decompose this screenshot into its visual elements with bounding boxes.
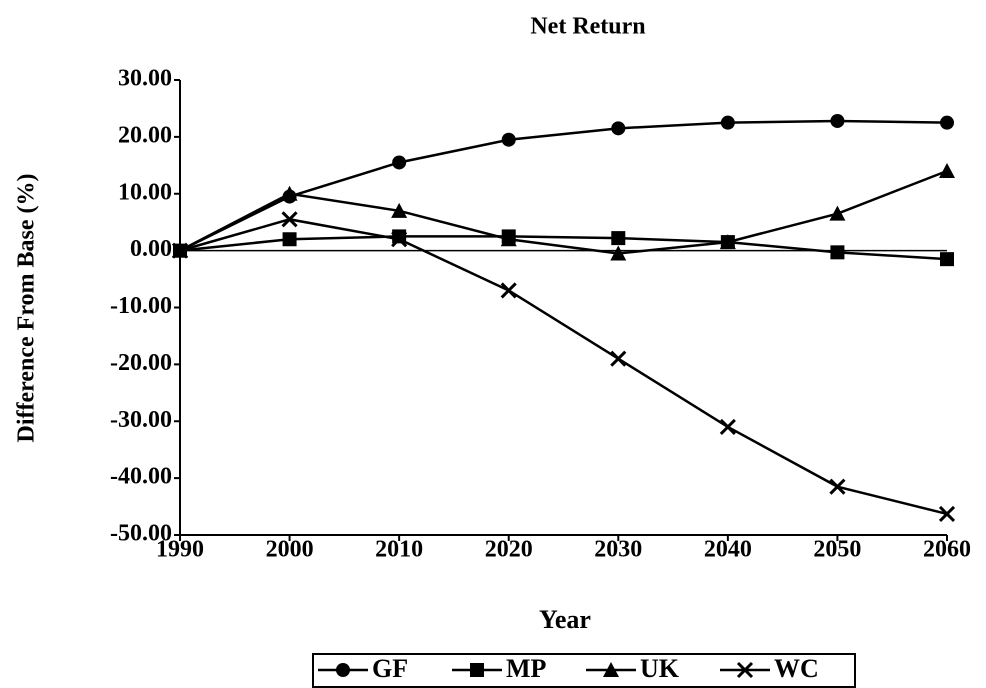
series-line: [179, 169, 948, 255]
marker: [392, 155, 407, 170]
marker: [830, 245, 845, 260]
legend-box: [312, 653, 856, 688]
marker: [501, 132, 516, 147]
legend-label: GF: [372, 654, 408, 683]
marker: [720, 115, 735, 130]
marker: [500, 282, 517, 299]
y-tick-label: -10.00: [110, 293, 172, 319]
marker: [281, 185, 298, 201]
marker: [829, 478, 846, 495]
legend-marker: [336, 663, 350, 677]
marker: [391, 202, 408, 218]
legend-marker: [470, 663, 484, 677]
y-tick-label: -50.00: [110, 521, 172, 547]
marker: [391, 231, 408, 248]
marker: [940, 115, 954, 130]
series-line: [179, 119, 948, 252]
marker: [940, 252, 954, 267]
marker: [719, 418, 736, 435]
series-line: [179, 218, 948, 516]
y-tick-label: -40.00: [110, 464, 172, 490]
marker: [830, 113, 845, 128]
marker: [610, 245, 627, 261]
y-tick-label: -20.00: [110, 350, 172, 376]
legend-label: MP: [506, 654, 547, 683]
legend-label: UK: [640, 654, 680, 683]
marker: [282, 232, 297, 247]
y-tick-label: -30.00: [110, 407, 172, 433]
y-axis-label: Difference From Base (%): [14, 173, 40, 442]
legend-marker: [736, 661, 754, 679]
y-tick-label: 10.00: [118, 179, 172, 205]
series-line: [179, 235, 948, 261]
marker: [939, 163, 955, 178]
marker: [719, 234, 736, 250]
chart-title: Net Return: [530, 14, 645, 40]
marker: [938, 505, 956, 523]
marker: [171, 242, 189, 259]
marker: [829, 205, 846, 221]
legend-label: WC: [774, 654, 819, 683]
y-tick-label: 0.00: [130, 236, 172, 262]
legend-marker: [603, 662, 619, 677]
marker: [610, 350, 627, 367]
x-axis-label: Year: [539, 605, 591, 634]
y-tick-label: 30.00: [118, 66, 172, 92]
marker: [611, 121, 626, 136]
y-tick-label: 20.00: [118, 122, 172, 148]
marker: [500, 231, 517, 247]
marker: [281, 211, 298, 228]
marker: [611, 231, 626, 246]
